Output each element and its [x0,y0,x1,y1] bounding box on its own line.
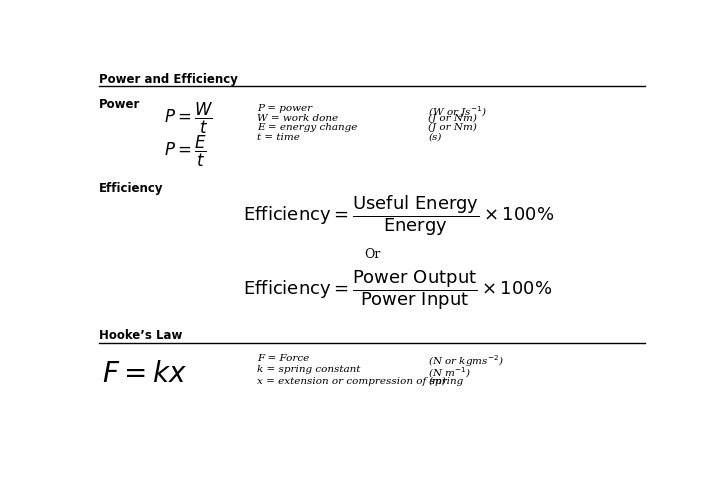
Text: k = spring constant: k = spring constant [257,365,360,374]
Text: E = energy change: E = energy change [257,124,357,132]
Text: (m): (m) [428,376,446,385]
Text: $\mathrm{Efficiency} = \dfrac{\mathrm{Power\ Output}}{\mathrm{Power\ Input}} \ti: $\mathrm{Efficiency} = \dfrac{\mathrm{Po… [242,269,552,312]
Text: Hooke’s Law: Hooke’s Law [99,329,182,342]
Text: Or: Or [364,248,380,261]
Text: (N or kgms$^{-2}$): (N or kgms$^{-2}$) [428,354,504,370]
Text: $P = \dfrac{E}{t}$: $P = \dfrac{E}{t}$ [164,133,207,169]
Text: (J or Nm): (J or Nm) [428,114,477,123]
Text: Efficiency: Efficiency [99,182,163,195]
Text: P = power: P = power [257,104,312,113]
Text: (N m$^{-1}$): (N m$^{-1}$) [428,365,471,380]
Text: $P = \dfrac{W}{t}$: $P = \dfrac{W}{t}$ [164,101,213,136]
Text: (s): (s) [428,133,441,142]
Text: F = Force: F = Force [257,354,309,363]
Text: Power: Power [99,98,141,111]
Text: (J or Nm): (J or Nm) [428,124,477,132]
Text: $F = kx$: $F = kx$ [102,361,187,388]
Text: $\mathrm{Efficiency} = \dfrac{\mathrm{Useful\ Energy}}{\mathrm{Energy}} \times 1: $\mathrm{Efficiency} = \dfrac{\mathrm{Us… [242,194,554,239]
Text: (W or Js$^{-1}$): (W or Js$^{-1}$) [428,104,487,120]
Text: x = extension or compression of spring: x = extension or compression of spring [257,376,463,385]
Text: Power and Efficiency: Power and Efficiency [99,73,238,86]
Text: t = time: t = time [257,133,300,142]
Text: W = work done: W = work done [257,114,338,123]
